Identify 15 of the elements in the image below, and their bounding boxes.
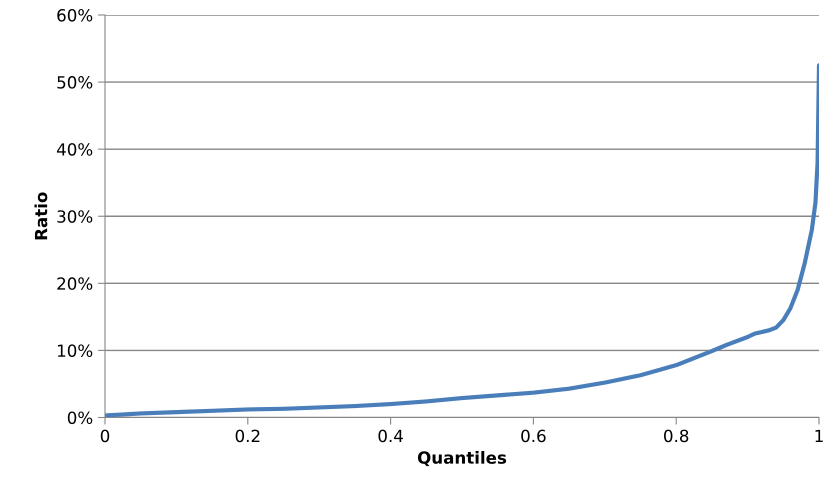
y-tick-label: 50% <box>57 76 92 89</box>
y-tick-label: 20% <box>57 277 92 290</box>
x-tick-label: 1 <box>816 430 823 442</box>
x-tick-label: 0.8 <box>664 430 688 442</box>
y-tick-label: 0% <box>68 411 92 424</box>
x-tick-label: 0.2 <box>236 430 260 442</box>
x-axis-title: Quantiles <box>418 450 506 466</box>
y-tick-label: 60% <box>57 8 92 22</box>
x-tick-label: 0 <box>100 430 110 442</box>
y-tick-label: 30% <box>57 210 92 223</box>
y-tick-label: 40% <box>56 143 92 156</box>
x-tick-label: 0.6 <box>521 430 546 442</box>
y-tick-label: 10% <box>58 344 92 357</box>
x-tick-label: 0.4 <box>378 430 403 442</box>
y-axis-title: Ratio <box>34 192 48 240</box>
